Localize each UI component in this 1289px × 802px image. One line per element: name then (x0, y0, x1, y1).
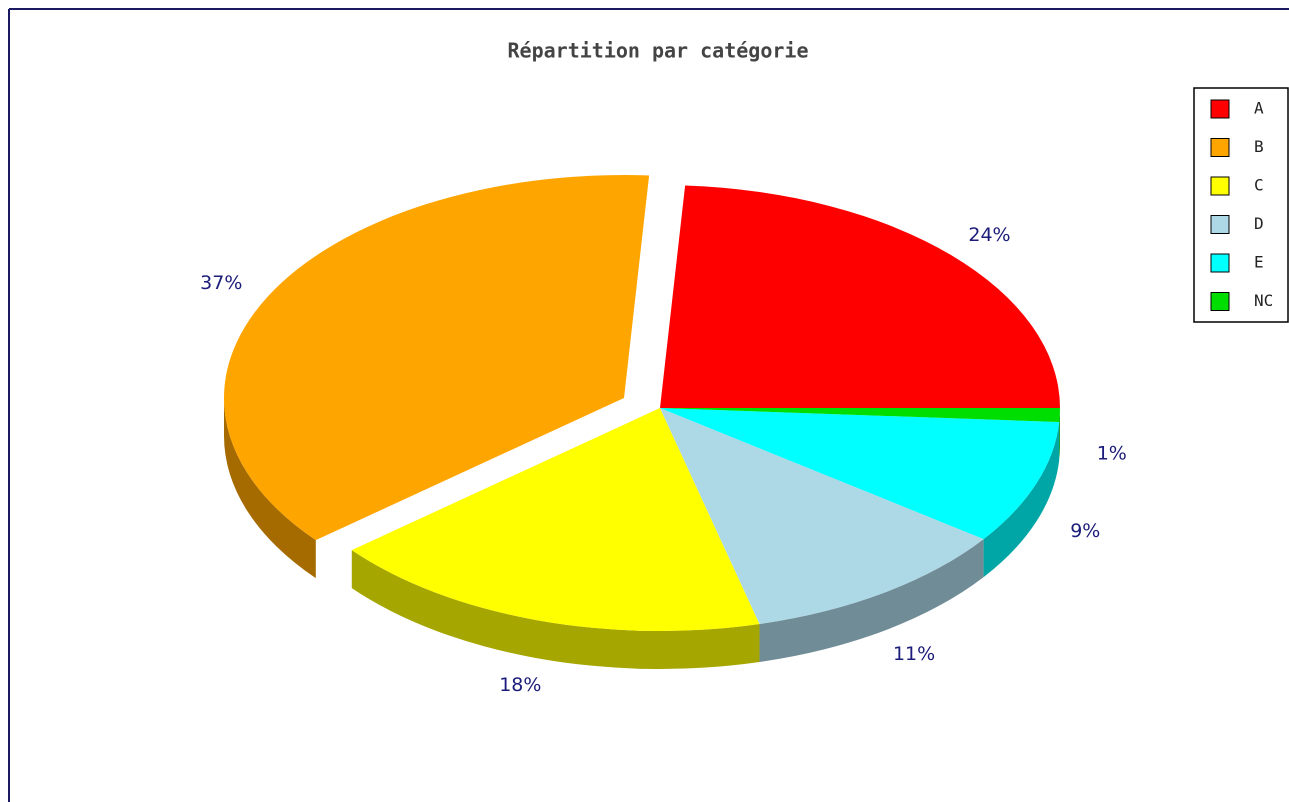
value-label: 1% (1097, 442, 1127, 464)
legend-label: C (1254, 176, 1264, 195)
chart-title: Répartition par catégorie (507, 39, 808, 63)
slice-side (224, 398, 316, 579)
value-label: 11% (893, 643, 935, 665)
slice-side (759, 539, 984, 662)
slice-side (1059, 408, 1060, 461)
legend-box (1193, 87, 1289, 323)
value-label: 9% (1070, 520, 1100, 542)
legend-swatch (1210, 292, 1230, 311)
legend-label: A (1254, 99, 1264, 118)
slice (223, 174, 650, 541)
legend-swatch (1210, 253, 1230, 273)
legend-swatch (1210, 138, 1230, 157)
slice (660, 408, 984, 624)
legend-swatch (1210, 99, 1230, 119)
legend-swatch (1210, 176, 1230, 196)
value-label: 24% (968, 224, 1010, 246)
legend-label: D (1254, 214, 1264, 233)
legend-label: NC (1254, 291, 1273, 310)
slice (660, 408, 1060, 423)
slice (660, 185, 1060, 408)
legend-swatch (1210, 215, 1230, 234)
slice-side (983, 422, 1060, 578)
slice (660, 408, 1060, 540)
legend-label: E (1254, 253, 1264, 272)
value-label: 18% (499, 674, 541, 696)
legend-label: B (1254, 137, 1264, 156)
slice-side (351, 550, 760, 669)
slice (351, 408, 760, 631)
value-label: 37% (200, 272, 242, 294)
